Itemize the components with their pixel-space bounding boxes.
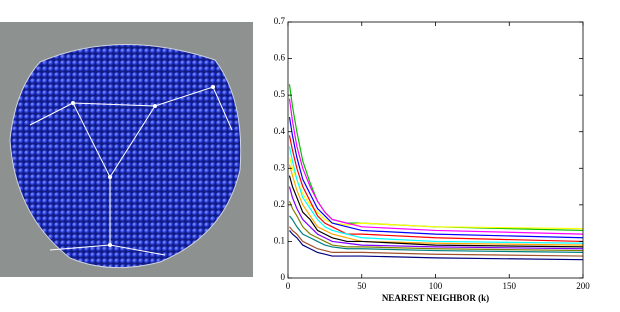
data-line — [289, 226, 584, 257]
x-tick-label: 50 — [357, 281, 367, 291]
y-tick-label: 0.1 — [274, 235, 285, 245]
y-tick-label: 0.7 — [274, 16, 286, 26]
x-tick-label: 150 — [503, 281, 517, 291]
y-tick-label: 0 — [281, 272, 286, 282]
y-tick-label: 0.4 — [274, 126, 286, 136]
y-tick-label: 0.3 — [274, 162, 286, 172]
data-line — [288, 135, 584, 243]
data-line — [288, 98, 584, 235]
data-line — [288, 116, 584, 239]
data-line — [288, 175, 584, 248]
line-chart: 0 0.1 0.2 0.3 0.4 0.5 0.6 0.7 0 50 100 150 200 NEARES… — [274, 16, 591, 303]
y-tick-label: 0.6 — [274, 53, 286, 63]
data-line — [288, 200, 584, 252]
render-image — [0, 22, 253, 277]
x-axis-label: NEAREST NEIGHBOR (k) — [382, 293, 489, 303]
y-tick-label: 0.5 — [274, 89, 286, 99]
x-tick-label: 200 — [576, 281, 590, 291]
x-tick-label: 100 — [429, 281, 443, 291]
x-tick-label: 0 — [286, 281, 291, 291]
data-line — [288, 146, 584, 244]
data-line — [289, 215, 584, 253]
data-line — [289, 230, 584, 261]
data-line — [288, 186, 584, 250]
y-tick-label: 0.2 — [274, 199, 285, 209]
plot-area — [288, 22, 583, 278]
